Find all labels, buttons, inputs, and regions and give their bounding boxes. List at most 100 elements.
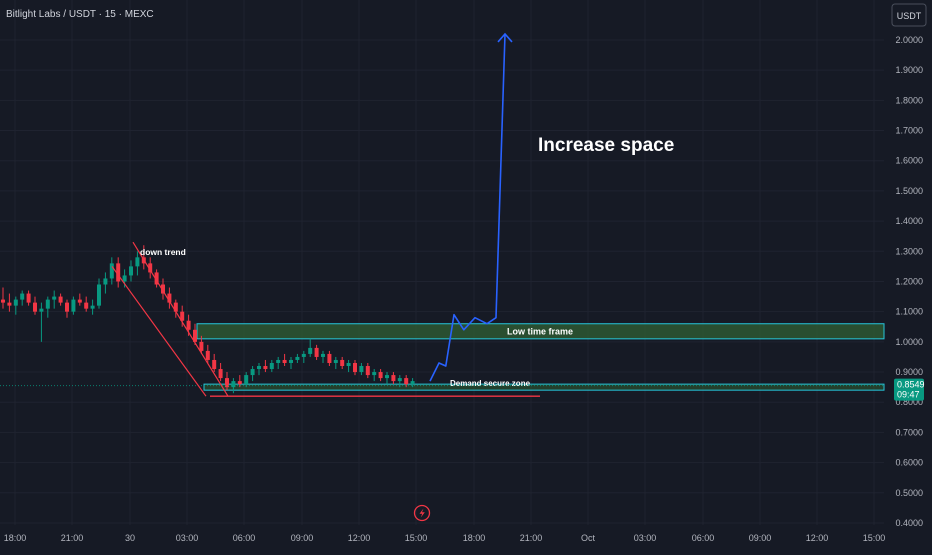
x-tick-label: 03:00 <box>634 533 657 543</box>
countdown-value: 09:47 <box>897 390 920 400</box>
price-axis[interactable]: 2.0000 1.9000 1.8000 1.7000 1.6000 1.5000 1.40… <box>895 35 923 528</box>
y-tick-label: 1.2000 <box>895 276 923 286</box>
candle-body <box>116 263 121 282</box>
x-tick-label: 15:00 <box>863 533 886 543</box>
candle-body <box>180 311 185 321</box>
candle-body <box>372 372 377 376</box>
drawings-layer: down trend Increase space <box>0 32 884 397</box>
candle-body <box>231 381 236 388</box>
candle-body <box>33 302 37 312</box>
candle-body <box>103 278 108 285</box>
candle-body <box>193 329 197 342</box>
candle-body <box>218 369 223 379</box>
x-tick-label: 06:00 <box>692 533 715 543</box>
x-tick-label: 06:00 <box>233 533 256 543</box>
candle-body <box>327 353 332 363</box>
y-tick-label: 1.5000 <box>895 186 923 196</box>
candle-body <box>122 275 127 282</box>
candle-body <box>148 263 153 273</box>
x-tick-label: 21:00 <box>61 533 84 543</box>
x-tick-label: 21:00 <box>520 533 543 543</box>
candle-body <box>391 375 396 382</box>
candle-body <box>154 272 159 285</box>
lightning-icon-ring[interactable] <box>413 504 431 522</box>
candle-body <box>301 353 306 357</box>
candle-body <box>58 296 63 303</box>
candle-body <box>71 299 76 312</box>
candle-body <box>365 366 370 376</box>
x-tick-label: 18:00 <box>4 533 27 543</box>
candle-body <box>13 299 18 306</box>
candle-body <box>97 284 101 306</box>
time-axis[interactable]: 18:00 21:00 30 03:00 06:00 09:00 12:00 15:00 18:… <box>4 533 886 543</box>
candle-body <box>359 366 364 373</box>
zone-label-low-time-frame: Low time frame <box>507 326 573 336</box>
y-tick-label: 1.3000 <box>895 246 923 256</box>
x-tick-label: 03:00 <box>176 533 199 543</box>
x-tick-label: 15:00 <box>405 533 428 543</box>
candle-body <box>52 296 57 300</box>
last-price-tag-box <box>894 378 924 401</box>
candle-body <box>109 263 114 279</box>
candle-body <box>269 362 274 370</box>
currency-button[interactable]: USDT <box>891 3 927 27</box>
candle-body <box>321 353 325 357</box>
y-tick-label: 0.8000 <box>895 397 923 407</box>
increase-space-label: Increase space <box>538 135 674 156</box>
candle-body <box>1 299 5 303</box>
candle-body <box>385 375 389 379</box>
currency-button-label[interactable]: USDT <box>897 11 922 21</box>
candle-body <box>129 266 133 276</box>
y-tick-label: 0.4000 <box>895 518 923 528</box>
candle-body <box>173 302 178 312</box>
candle-body <box>186 320 191 330</box>
candle-body <box>167 293 172 303</box>
last-price-value: 0.8549 <box>897 380 925 390</box>
x-tick-label: 12:00 <box>348 533 371 543</box>
x-tick-label: 12:00 <box>806 533 829 543</box>
zone-demand-secure <box>203 383 885 391</box>
candle-body <box>225 378 229 388</box>
x-tick-label: 18:00 <box>463 533 486 543</box>
zone-label-demand-secure: Demand secure zone <box>450 379 531 388</box>
candle-body <box>77 299 82 303</box>
y-tick-label: 1.0000 <box>895 337 923 347</box>
x-tick-label: 09:00 <box>749 533 772 543</box>
y-tick-label: 1.6000 <box>895 156 923 166</box>
candle-body <box>90 305 95 309</box>
candle-body <box>237 381 242 385</box>
candle-body <box>257 366 261 370</box>
candle-body <box>308 347 313 354</box>
lightning-icon[interactable] <box>413 504 431 522</box>
candle-body <box>45 299 50 309</box>
x-tick-label: Oct <box>581 533 596 543</box>
y-tick-label: 0.6000 <box>895 458 923 468</box>
down-trend-line-upper <box>132 241 229 397</box>
candle-body <box>295 356 300 360</box>
candle-body <box>346 362 351 367</box>
candle-body <box>199 341 204 351</box>
candle-body <box>340 359 345 367</box>
y-tick-label: 0.7000 <box>895 427 923 437</box>
candle-body <box>39 308 44 312</box>
candle-body <box>397 378 402 382</box>
candle-body <box>26 293 31 303</box>
currency-button-frame[interactable] <box>891 3 927 27</box>
candle-body <box>84 302 89 309</box>
y-tick-label: 0.5000 <box>895 488 923 498</box>
lightning-icon-bolt[interactable] <box>419 508 425 518</box>
candle-body <box>205 350 210 360</box>
candle-body <box>289 359 293 363</box>
candle-body <box>20 293 25 300</box>
y-tick-label: 1.1000 <box>895 307 923 317</box>
chart-title: Bitlight Labs / USDT · 15 · MEXC <box>6 9 154 20</box>
candle-body <box>404 378 409 385</box>
x-tick-label: 30 <box>125 533 135 543</box>
forecast-path <box>429 33 506 382</box>
x-tick-label: 09:00 <box>291 533 314 543</box>
y-tick-label: 1.8000 <box>895 95 923 105</box>
